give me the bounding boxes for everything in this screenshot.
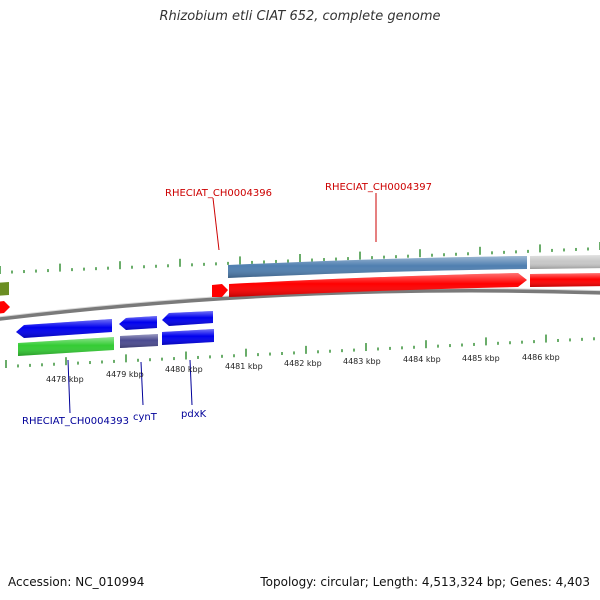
gene-label-rheciat-ch0004397[interactable]: RHECIAT_CH0004397 (325, 182, 432, 193)
cds-shading (16, 319, 112, 338)
gene-label-rheciat-ch0004393[interactable]: RHECIAT_CH0004393 (22, 416, 129, 427)
scale-label: 4485 kbp (462, 354, 500, 363)
gene-bar-olive[interactable] (0, 282, 9, 296)
gene-bar-shading (162, 329, 214, 345)
scale-label: 4481 kbp (225, 362, 263, 371)
inner-tick-row (5, 334, 595, 368)
scale-label: 4480 kbp (165, 365, 203, 374)
gene-bar-shading (530, 255, 600, 269)
outer-tick-row (0, 242, 600, 274)
scale-label: 4483 kbp (343, 357, 381, 366)
scale-label: 4478 kbp (46, 375, 84, 384)
scale-label: 4479 kbp (106, 370, 144, 379)
leader-line-rheciat-ch0004393 (67, 359, 71, 414)
gene-bar-shading (228, 256, 527, 278)
cds-shading (530, 273, 600, 287)
gene-label-cynt[interactable]: cynT (133, 412, 158, 423)
leader-line-rheciat-ch0004396 (212, 197, 220, 251)
leader-line-cynt (140, 361, 144, 406)
genome-backbone (0, 288, 600, 321)
cds-shading (162, 311, 213, 326)
cds-shading (119, 316, 157, 330)
scale-label: 4482 kbp (284, 359, 322, 368)
cds-shading (229, 273, 527, 297)
gene-bar-shading (120, 334, 158, 348)
topology-summary: Topology: circular; Length: 4,513,324 bp… (260, 575, 590, 589)
cds-arrow-rheciat-ch0004396[interactable] (212, 284, 228, 297)
accession-text: Accession: NC_010994 (8, 575, 145, 589)
gene-label-rheciat-ch0004396[interactable]: RHECIAT_CH0004396 (165, 188, 272, 199)
gene-label-pdxk[interactable]: pdxK (181, 409, 207, 420)
scale-label: 4486 kbp (522, 353, 560, 362)
cds-arrow-left-edge[interactable] (0, 301, 10, 314)
map-title: Rhizobium etli CIAT 652, complete genome (159, 9, 441, 24)
scale-label: 4484 kbp (403, 355, 441, 364)
gene-bar-shading (18, 337, 114, 356)
leader-line-pdxk (189, 359, 193, 406)
